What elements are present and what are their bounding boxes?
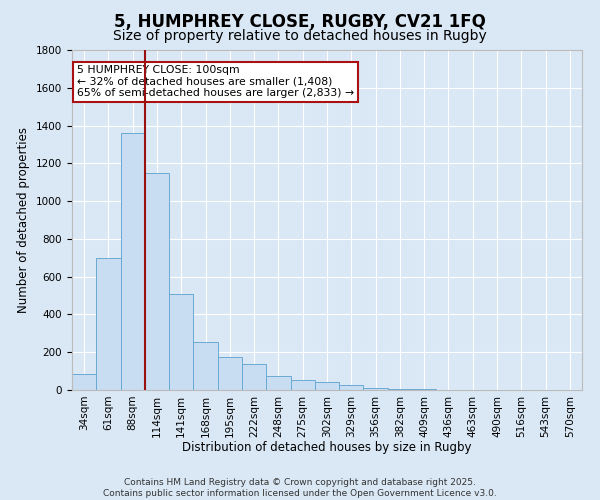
Bar (169, 294, 193, 390)
Text: Contains HM Land Registry data © Crown copyright and database right 2025.
Contai: Contains HM Land Registry data © Crown c… (103, 478, 497, 498)
Bar (72, 374, 96, 390)
Bar (290, 380, 315, 390)
Y-axis label: Number of detached properties: Number of detached properties (17, 127, 31, 313)
Bar (145, 173, 169, 390)
Bar (339, 386, 364, 390)
Bar (218, 357, 242, 390)
Bar (242, 364, 266, 390)
Bar (315, 382, 339, 390)
Bar (266, 376, 290, 390)
Text: Size of property relative to detached houses in Rugby: Size of property relative to detached ho… (113, 29, 487, 43)
Bar (96, 258, 121, 390)
Bar (193, 342, 218, 390)
Bar (121, 133, 145, 390)
Bar (388, 389, 412, 390)
Text: 5 HUMPHREY CLOSE: 100sqm
← 32% of detached houses are smaller (1,408)
65% of sem: 5 HUMPHREY CLOSE: 100sqm ← 32% of detach… (77, 66, 354, 98)
Text: 5, HUMPHREY CLOSE, RUGBY, CV21 1FQ: 5, HUMPHREY CLOSE, RUGBY, CV21 1FQ (114, 12, 486, 30)
Bar (364, 388, 388, 390)
X-axis label: Distribution of detached houses by size in Rugby: Distribution of detached houses by size … (182, 441, 472, 454)
